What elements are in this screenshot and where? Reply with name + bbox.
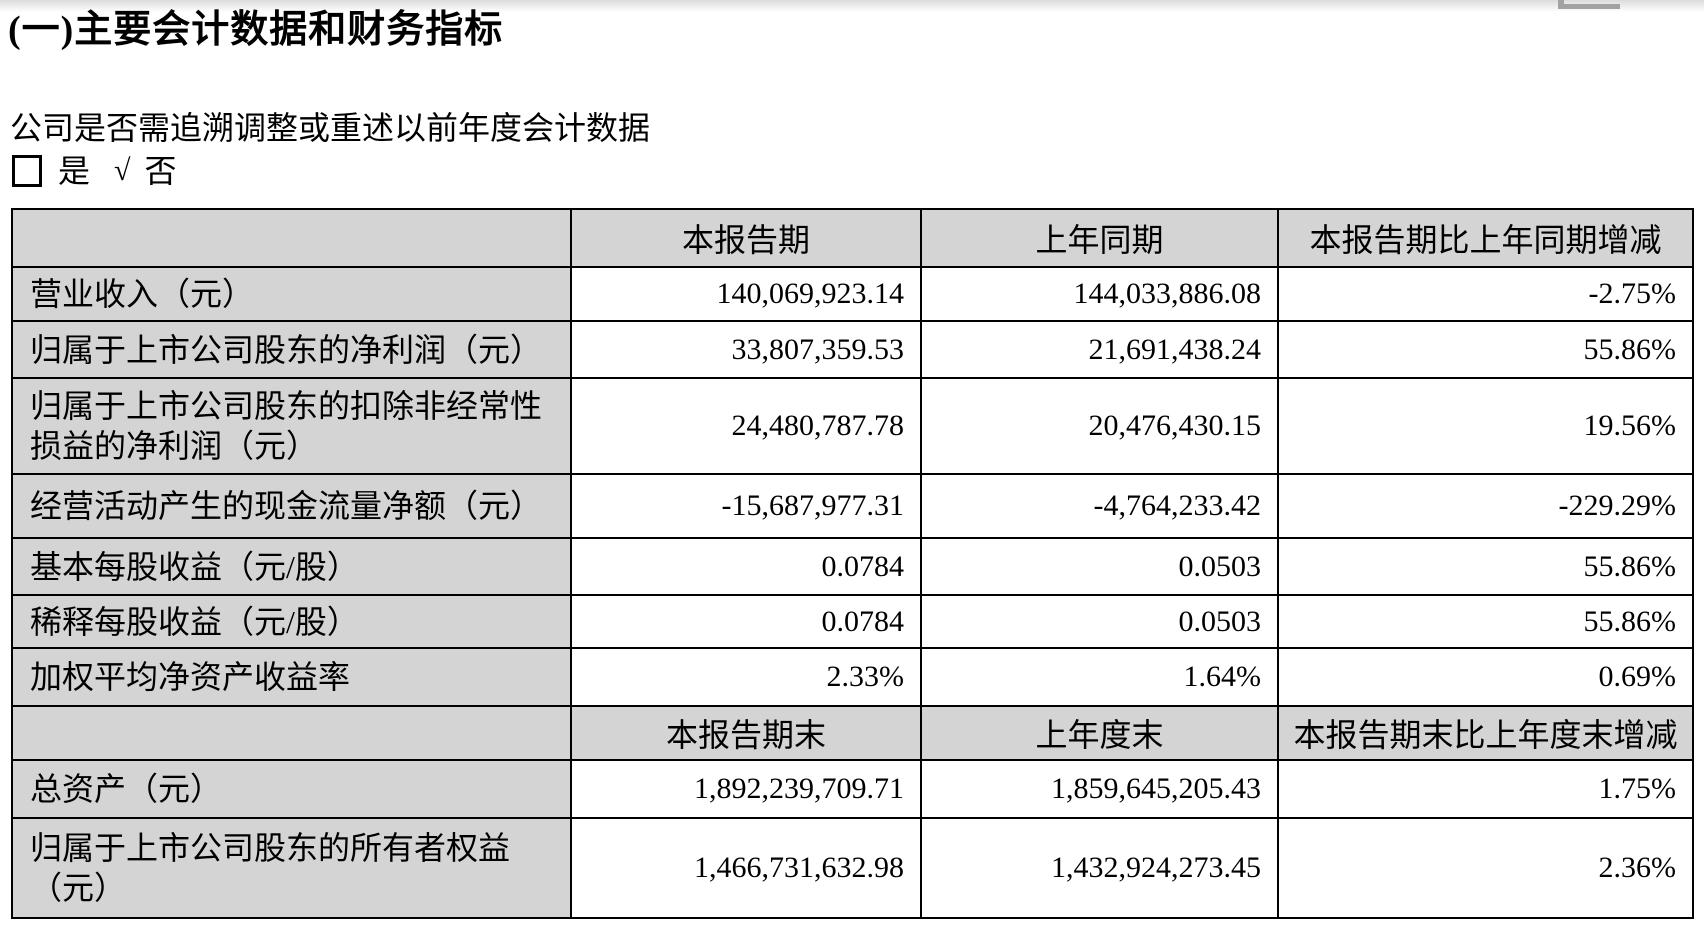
row-change-value: 55.86%	[1277, 320, 1694, 379]
header-prior-period: 上年同期	[920, 208, 1279, 268]
row-prior-value: 1,432,924,273.45	[920, 817, 1279, 919]
row-change-value: 19.56%	[1277, 377, 1694, 475]
row-current-value: 1,466,731,632.98	[570, 817, 922, 919]
checkbox-unchecked-icon	[12, 155, 42, 187]
row-label: 加权平均净资产收益率	[11, 647, 572, 707]
table-header-row-yearend: 本报告期末 上年度末 本报告期末比上年度末增减	[11, 705, 1694, 761]
choice-no-label: 否	[144, 153, 177, 189]
row-label: 稀释每股收益（元/股）	[11, 594, 572, 649]
row-label: 基本每股收益（元/股）	[11, 537, 572, 596]
row-current-value: 140,069,923.14	[570, 266, 922, 322]
row-prior-value: 20,476,430.15	[920, 377, 1279, 475]
row-prior-value: 1.64%	[920, 647, 1279, 707]
row-current-value: 0.0784	[570, 537, 922, 596]
table-header-row-period: 本报告期 上年同期 本报告期比上年同期增减	[11, 208, 1694, 268]
row-label: 营业收入（元）	[11, 266, 572, 322]
row-prior-value: 0.0503	[920, 594, 1279, 649]
checkmark-icon: √	[114, 154, 131, 187]
section-title: (一)主要会计数据和财务指标	[8, 9, 504, 51]
table-row: 归属于上市公司股东的净利润（元） 33,807,359.53 21,691,43…	[11, 320, 1694, 379]
header-yearend-change: 本报告期末比上年度末增减	[1277, 705, 1694, 761]
table-row: 归属于上市公司股东的所有者权益 （元） 1,466,731,632.98 1,4…	[11, 817, 1694, 919]
table-row: 加权平均净资产收益率 2.33% 1.64% 0.69%	[11, 647, 1694, 707]
header-empty-cell	[11, 208, 572, 268]
row-label: 总资产（元）	[11, 759, 572, 819]
restatement-choice-line: 是 √ 否	[12, 150, 177, 192]
row-current-value: -15,687,977.31	[570, 473, 922, 539]
table-row: 归属于上市公司股东的扣除非经常性 损益的净利润（元） 24,480,787.78…	[11, 377, 1694, 475]
header-empty-cell	[11, 705, 572, 761]
row-label: 经营活动产生的现金流量净额（元）	[11, 473, 572, 539]
row-change-value: 2.36%	[1277, 817, 1694, 919]
row-change-value: -229.29%	[1277, 473, 1694, 539]
row-prior-value: -4,764,233.42	[920, 473, 1279, 539]
table-row: 稀释每股收益（元/股） 0.0784 0.0503 55.86%	[11, 594, 1694, 649]
choice-yes-label: 是	[58, 153, 91, 189]
row-current-value: 24,480,787.78	[570, 377, 922, 475]
header-prior-year-end: 上年度末	[920, 705, 1279, 761]
row-label: 归属于上市公司股东的扣除非经常性 损益的净利润（元）	[11, 377, 572, 475]
row-change-value: -2.75%	[1277, 266, 1694, 322]
row-label: 归属于上市公司股东的所有者权益 （元）	[11, 817, 572, 919]
row-change-value: 55.86%	[1277, 537, 1694, 596]
header-period-change: 本报告期比上年同期增减	[1277, 208, 1694, 268]
row-current-value: 2.33%	[570, 647, 922, 707]
financial-indicators-table: 本报告期 上年同期 本报告期比上年同期增减 营业收入（元） 140,069,92…	[11, 208, 1694, 919]
row-current-value: 1,892,239,709.71	[570, 759, 922, 819]
row-prior-value: 21,691,438.24	[920, 320, 1279, 379]
table-row: 总资产（元） 1,892,239,709.71 1,859,645,205.43…	[11, 759, 1694, 819]
cropped-toolbar-corner-artifact	[1558, 0, 1620, 9]
header-current-period: 本报告期	[570, 208, 922, 268]
header-current-period-end: 本报告期末	[570, 705, 922, 761]
row-prior-value: 144,033,886.08	[920, 266, 1279, 322]
row-label: 归属于上市公司股东的净利润（元）	[11, 320, 572, 379]
row-change-value: 55.86%	[1277, 594, 1694, 649]
table-row: 基本每股收益（元/股） 0.0784 0.0503 55.86%	[11, 537, 1694, 596]
row-prior-value: 0.0503	[920, 537, 1279, 596]
row-change-value: 1.75%	[1277, 759, 1694, 819]
table-row: 经营活动产生的现金流量净额（元） -15,687,977.31 -4,764,2…	[11, 473, 1694, 539]
row-change-value: 0.69%	[1277, 647, 1694, 707]
row-current-value: 33,807,359.53	[570, 320, 922, 379]
row-current-value: 0.0784	[570, 594, 922, 649]
table-row: 营业收入（元） 140,069,923.14 144,033,886.08 -2…	[11, 266, 1694, 322]
restatement-question: 公司是否需追溯调整或重述以前年度会计数据	[10, 110, 651, 146]
row-prior-value: 1,859,645,205.43	[920, 759, 1279, 819]
